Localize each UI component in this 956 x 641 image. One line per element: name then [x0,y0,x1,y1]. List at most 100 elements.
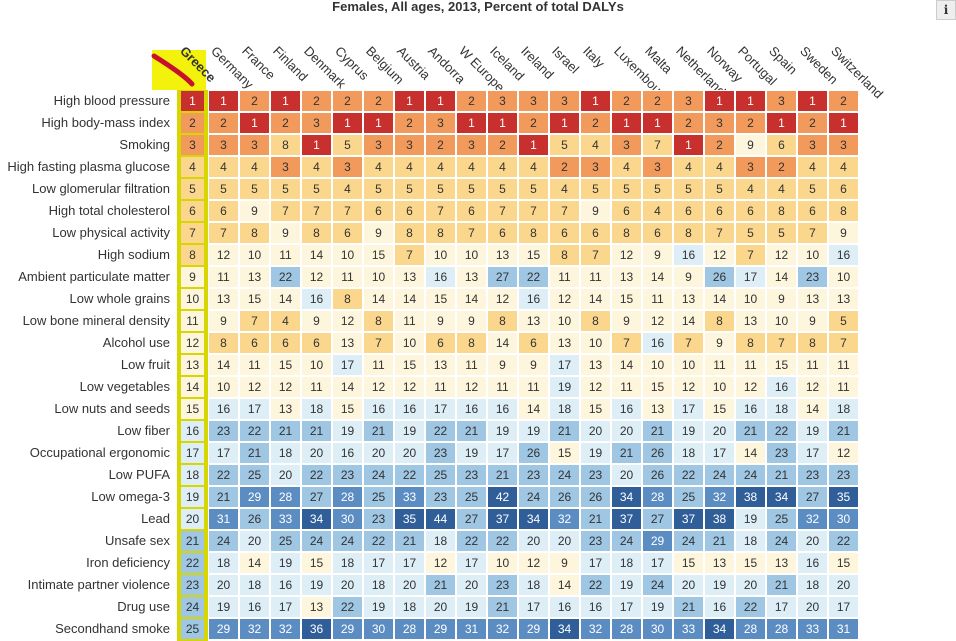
heatmap-cell[interactable]: 17 [704,442,735,464]
heatmap-cell[interactable]: 11 [208,266,239,288]
heatmap-cell[interactable]: 1 [735,90,766,112]
heatmap-cell[interactable]: 32 [239,618,270,640]
heatmap-cell[interactable]: 5 [735,222,766,244]
heatmap-cell[interactable]: 13 [549,332,580,354]
heatmap-cell[interactable]: 2 [766,156,797,178]
heatmap-cell[interactable]: 5 [332,134,363,156]
heatmap-cell[interactable]: 4 [208,156,239,178]
heatmap-cell[interactable]: 17 [456,552,487,574]
heatmap-cell[interactable]: 5 [549,134,580,156]
heatmap-cell[interactable]: 20 [456,574,487,596]
heatmap-cell[interactable]: 12 [208,244,239,266]
heatmap-cell[interactable]: 9 [456,310,487,332]
heatmap-cell[interactable]: 11 [332,266,363,288]
heatmap-cell[interactable]: 14 [518,398,549,420]
heatmap-cell[interactable]: 14 [673,310,704,332]
heatmap-cell[interactable]: 9 [828,222,859,244]
heatmap-cell[interactable]: 19 [549,376,580,398]
heatmap-cell[interactable]: 22 [332,596,363,618]
heatmap-cell[interactable]: 24 [518,486,549,508]
heatmap-cell[interactable]: 7 [363,332,394,354]
heatmap-cell[interactable]: 2 [456,90,487,112]
heatmap-cell[interactable]: 1 [611,112,642,134]
heatmap-cell[interactable]: 1 [239,112,270,134]
heatmap-cell[interactable]: 28 [642,486,673,508]
heatmap-cell[interactable]: 17 [828,596,859,618]
heatmap-cell[interactable]: 23 [332,464,363,486]
heatmap-cell[interactable]: 13 [177,354,208,376]
heatmap-cell[interactable]: 6 [239,332,270,354]
heatmap-cell[interactable]: 8 [177,244,208,266]
heatmap-cell[interactable]: 27 [301,486,332,508]
heatmap-cell[interactable]: 11 [456,354,487,376]
heatmap-cell[interactable]: 19 [797,420,828,442]
heatmap-cell[interactable]: 23 [580,464,611,486]
heatmap-cell[interactable]: 37 [611,508,642,530]
heatmap-cell[interactable]: 27 [456,508,487,530]
heatmap-cell[interactable]: 15 [611,288,642,310]
heatmap-cell[interactable]: 16 [208,398,239,420]
heatmap-cell[interactable]: 4 [580,134,611,156]
heatmap-cell[interactable]: 26 [704,266,735,288]
heatmap-cell[interactable]: 6 [363,200,394,222]
heatmap-cell[interactable]: 10 [363,266,394,288]
heatmap-cell[interactable]: 3 [549,90,580,112]
heatmap-cell[interactable]: 4 [797,156,828,178]
heatmap-cell[interactable]: 12 [797,376,828,398]
heatmap-cell[interactable]: 3 [394,134,425,156]
heatmap-cell[interactable]: 34 [704,618,735,640]
heatmap-cell[interactable]: 26 [518,442,549,464]
heatmap-cell[interactable]: 14 [487,332,518,354]
heatmap-cell[interactable]: 4 [611,156,642,178]
heatmap-cell[interactable]: 29 [208,618,239,640]
heatmap-cell[interactable]: 17 [766,596,797,618]
heatmap-cell[interactable]: 5 [704,178,735,200]
heatmap-cell[interactable]: 20 [239,530,270,552]
heatmap-cell[interactable]: 10 [301,354,332,376]
heatmap-cell[interactable]: 9 [766,288,797,310]
heatmap-cell[interactable]: 6 [270,332,301,354]
heatmap-cell[interactable]: 34 [766,486,797,508]
heatmap-cell[interactable]: 9 [642,244,673,266]
heatmap-cell[interactable]: 24 [332,530,363,552]
heatmap-cell[interactable]: 14 [704,288,735,310]
heatmap-cell[interactable]: 3 [301,112,332,134]
heatmap-cell[interactable]: 18 [332,552,363,574]
heatmap-cell[interactable]: 8 [611,222,642,244]
heatmap-cell[interactable]: 18 [270,442,301,464]
heatmap-cell[interactable]: 20 [673,574,704,596]
heatmap-cell[interactable]: 16 [735,398,766,420]
heatmap-cell[interactable]: 20 [394,574,425,596]
heatmap-cell[interactable]: 19 [394,420,425,442]
heatmap-cell[interactable]: 27 [642,508,673,530]
heatmap-cell[interactable]: 23 [425,442,456,464]
heatmap-cell[interactable]: 1 [642,112,673,134]
heatmap-cell[interactable]: 21 [208,486,239,508]
heatmap-cell[interactable]: 4 [673,156,704,178]
heatmap-cell[interactable]: 34 [518,508,549,530]
heatmap-cell[interactable]: 22 [425,420,456,442]
heatmap-cell[interactable]: 21 [394,530,425,552]
heatmap-cell[interactable]: 23 [208,420,239,442]
heatmap-cell[interactable]: 3 [797,134,828,156]
heatmap-cell[interactable]: 12 [332,310,363,332]
heatmap-cell[interactable]: 1 [704,90,735,112]
heatmap-cell[interactable]: 2 [239,90,270,112]
heatmap-cell[interactable]: 3 [270,156,301,178]
heatmap-cell[interactable]: 20 [270,464,301,486]
heatmap-cell[interactable]: 1 [332,112,363,134]
heatmap-cell[interactable]: 26 [642,442,673,464]
heatmap-cell[interactable]: 6 [301,332,332,354]
heatmap-cell[interactable]: 18 [518,574,549,596]
heatmap-cell[interactable]: 9 [735,134,766,156]
heatmap-cell[interactable]: 15 [642,376,673,398]
heatmap-cell[interactable]: 7 [301,200,332,222]
heatmap-cell[interactable]: 33 [394,486,425,508]
heatmap-cell[interactable]: 8 [270,134,301,156]
heatmap-cell[interactable]: 16 [177,420,208,442]
heatmap-cell[interactable]: 4 [735,178,766,200]
heatmap-cell[interactable]: 4 [332,178,363,200]
heatmap-cell[interactable]: 25 [766,508,797,530]
heatmap-cell[interactable]: 26 [549,486,580,508]
heatmap-cell[interactable]: 8 [766,200,797,222]
